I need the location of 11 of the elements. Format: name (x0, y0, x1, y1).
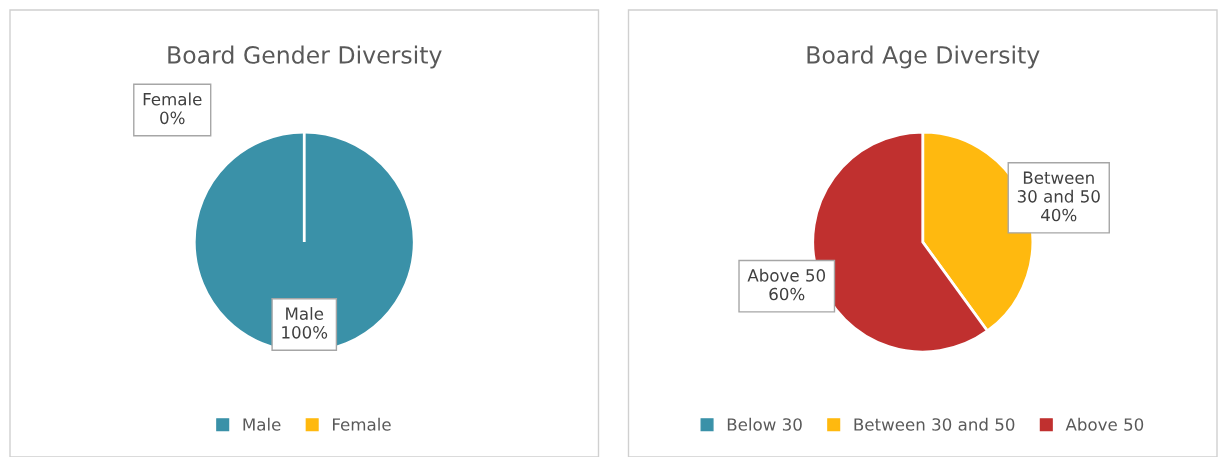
data-label: Between 30 and 50 40% (1017, 171, 1100, 222)
legend-label: Female (333, 417, 391, 431)
text: Female 0% (143, 92, 202, 125)
chart-title: Board Age Diversity (807, 45, 1040, 69)
chart-title: Board Gender Diversity (168, 45, 442, 69)
legend-label: Male (243, 417, 281, 431)
legend-label: Below 30 (727, 417, 802, 431)
legend-label: Between 30 and 50 (854, 417, 1015, 431)
data-label: Above 50 60% (747, 268, 826, 301)
data-label: Male 100% (282, 307, 328, 339)
legend-label: Above 50 (1065, 417, 1144, 431)
